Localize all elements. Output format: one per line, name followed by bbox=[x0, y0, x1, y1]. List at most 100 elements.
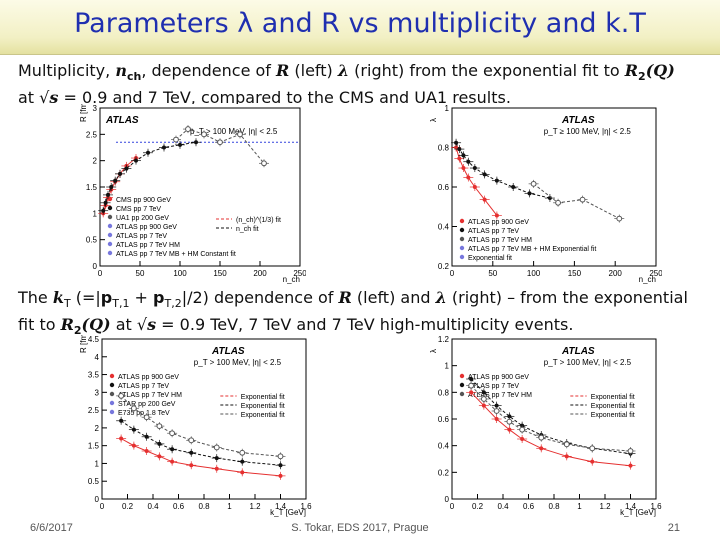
legend-marker bbox=[109, 391, 115, 397]
x-tick-label: 0.2 bbox=[122, 502, 134, 511]
cut-label: p_T ≥ 100 MeV, |η| < 2.5 bbox=[544, 127, 632, 136]
data-point bbox=[144, 434, 149, 439]
legend-marker bbox=[107, 223, 113, 229]
data-point bbox=[118, 171, 122, 176]
y-tick-label: 1.5 bbox=[86, 183, 98, 192]
data-point bbox=[240, 470, 245, 475]
chart-lambda-vs-kt: 0 0.2 0.4 0.6 0.8 1 1.2 1.4 1.6 0 0.2 0.4 0.6 0.8 1 1.2… bbox=[428, 335, 662, 517]
fit-legend-entry: Exponential fit bbox=[591, 403, 635, 410]
legend-entry: ATLAS pp 7 TeV HM bbox=[468, 237, 532, 244]
legend-entry: ATLAS pp 7 TeV bbox=[468, 228, 519, 235]
data-point bbox=[239, 449, 246, 456]
data-point bbox=[469, 377, 474, 381]
x-tick-label: 0.8 bbox=[198, 502, 210, 511]
data-point bbox=[214, 456, 219, 461]
footer-date: 6/6/2017 bbox=[30, 522, 73, 534]
cut-label: p_T > 100 MeV, |η| < 2.5 bbox=[544, 358, 632, 367]
data-point bbox=[144, 449, 149, 453]
data-point bbox=[494, 403, 499, 408]
plot-frame bbox=[451, 107, 657, 267]
fit-curve bbox=[120, 420, 281, 466]
legend-marker bbox=[109, 400, 115, 406]
legend-marker bbox=[107, 241, 113, 247]
x-tick-label: 0.6 bbox=[173, 502, 185, 511]
data-point bbox=[162, 145, 166, 150]
p2-symbol-k-sub: T bbox=[63, 297, 71, 311]
chart-lambda-vs-kt-svg: 0 0.2 0.4 0.6 0.8 1 1.2 1.4 1.6 0 0.2 0.4 0.6 0.8 1 1.2… bbox=[429, 335, 662, 517]
p1-text: = 0.9 and 7 TeV, compared to the CMS and… bbox=[58, 88, 511, 108]
data-point bbox=[511, 185, 516, 189]
atlas-label: ATLAS bbox=[211, 346, 245, 357]
y-tick-label: 0.5 bbox=[86, 236, 98, 245]
legend-marker bbox=[459, 218, 465, 224]
p2-symbol-p2: p bbox=[153, 288, 165, 307]
y-tick-label: 2.5 bbox=[86, 130, 98, 139]
data-point bbox=[507, 414, 512, 419]
footer-page-number: 21 bbox=[667, 522, 680, 534]
data-point bbox=[240, 459, 245, 464]
p2-text: fit to bbox=[18, 315, 61, 335]
p2-text: = 0.9 TeV, 7 TeV and 7 TeV high-multipli… bbox=[156, 315, 574, 335]
cut-label: p_T > 100 MeV, |η| < 2.5 bbox=[194, 358, 282, 367]
data-point bbox=[113, 178, 118, 183]
data-point bbox=[188, 437, 195, 444]
data-point bbox=[170, 459, 175, 464]
y-axis-label: R [fm] bbox=[79, 104, 88, 122]
legend-marker bbox=[459, 227, 465, 233]
legend-entry: STAR pp 200 GeV bbox=[118, 401, 176, 408]
legend-entry: E735 pp 1.8 TeV bbox=[118, 410, 170, 417]
data-point bbox=[277, 453, 284, 460]
p2-symbol-p1: p bbox=[100, 288, 113, 307]
x-tick-label: 0 bbox=[450, 269, 455, 278]
x-tick-label: 150 bbox=[568, 269, 582, 278]
data-point bbox=[131, 427, 136, 432]
cut-label: p_T > 100 MeV, |η| < 2.5 bbox=[190, 127, 278, 136]
legend-marker bbox=[459, 245, 465, 251]
p1-text: (right) from the exponential fit to bbox=[349, 61, 625, 80]
data-point bbox=[466, 175, 471, 180]
fit-legend-entry: Exponential fit bbox=[241, 394, 285, 401]
y-tick-label: 3 bbox=[93, 104, 98, 113]
data-point bbox=[480, 396, 487, 402]
data-point bbox=[507, 427, 512, 432]
legend-marker bbox=[109, 382, 115, 388]
y-tick-label: 2 bbox=[95, 424, 100, 433]
x-tick-label: 1.6 bbox=[650, 502, 662, 511]
legend-entry: ATLAS pp 7 TeV MB + HM Constant fit bbox=[116, 251, 236, 258]
x-tick-label: 1 bbox=[577, 502, 582, 511]
data-point bbox=[527, 191, 532, 196]
y-tick-label: 0 bbox=[95, 495, 100, 504]
fit-curve bbox=[175, 128, 265, 164]
x-tick-label: 0 bbox=[450, 502, 455, 511]
footer-author: S. Tokar, EDS 2017, Prague bbox=[291, 522, 429, 534]
data-point bbox=[118, 392, 125, 399]
legend-entry: Exponential fit bbox=[468, 255, 512, 262]
y-tick-label: 0.2 bbox=[438, 262, 450, 271]
data-point bbox=[461, 153, 466, 158]
y-tick-label: 1 bbox=[445, 362, 450, 371]
data-point bbox=[178, 142, 182, 147]
fit-curve bbox=[120, 395, 281, 457]
legend-entry: UA1 pp 200 GeV bbox=[116, 215, 169, 222]
legend-marker bbox=[107, 214, 113, 220]
legend-entry: ATLAS pp 7 TeV HM bbox=[116, 242, 180, 249]
p2-symbol-lambda: λ bbox=[435, 288, 447, 307]
x-tick-label: 0 bbox=[100, 502, 105, 511]
y-axis-label: λ bbox=[429, 118, 438, 122]
fit-legend-entry: Exponential fit bbox=[591, 412, 635, 419]
data-point bbox=[261, 160, 267, 167]
data-point bbox=[563, 441, 570, 448]
data-point bbox=[237, 131, 243, 138]
data-point bbox=[493, 408, 500, 414]
p2-text: (left) and bbox=[351, 288, 436, 307]
p2-symbol-r: R bbox=[338, 288, 352, 307]
data-point bbox=[472, 166, 477, 171]
y-tick-label: 0 bbox=[93, 262, 98, 271]
data-point bbox=[109, 185, 114, 189]
data-point bbox=[454, 145, 459, 150]
y-tick-label: 0.2 bbox=[438, 468, 450, 477]
x-axis-label: n_ch bbox=[639, 275, 656, 284]
data-point bbox=[101, 208, 106, 213]
data-point bbox=[494, 417, 499, 421]
data-point bbox=[627, 448, 634, 454]
